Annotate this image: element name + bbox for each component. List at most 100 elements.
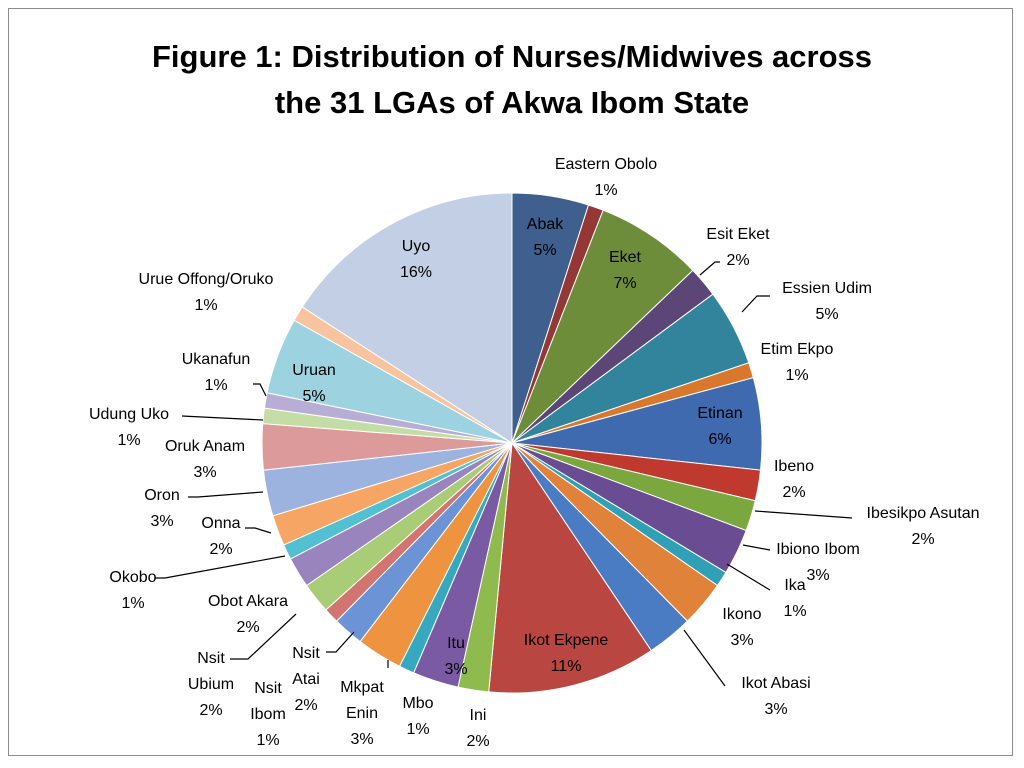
data-label-line: 1%: [406, 721, 429, 738]
data-label-line: Ibesikpo Asutan: [867, 505, 980, 522]
data-label-line: 1%: [194, 297, 217, 314]
data-label-line: Mbo: [402, 695, 433, 712]
data-labels: Abak 5% Eastern Obolo 1% Eket 7% Esit Eket 2% Es…: [89, 156, 980, 750]
leader-line-essien-udim: [741, 295, 770, 313]
data-label-line: Nsit: [254, 680, 282, 697]
data-label-line: 1%: [785, 367, 808, 384]
leader-line-ukanafun: [253, 383, 267, 397]
data-label-ibesikpo-asutan: Ibesikpo Asutan 2%: [867, 505, 980, 548]
pie-slices: [261, 192, 763, 694]
leader-line-nsit-atai: [326, 631, 355, 653]
data-label-mbo: Mbo 1%: [402, 695, 433, 738]
data-label-line: Uruan: [292, 362, 336, 379]
leader-line-okobo: [155, 555, 286, 579]
data-label-urue-offong-oruko: Urue Offong/Oruko 1%: [139, 271, 274, 314]
data-label-ikono: Ikono 3%: [722, 606, 761, 649]
data-label-udung-uko: Udung Uko 1%: [89, 406, 169, 449]
data-label-ika: Ika 1%: [783, 577, 806, 620]
data-label-line: 1%: [117, 432, 140, 449]
data-label-line: 2%: [911, 531, 934, 548]
data-label-line: 2%: [726, 252, 749, 269]
data-label-line: Ini: [470, 707, 487, 724]
data-label-oron: Oron 3%: [144, 487, 180, 530]
leader-line-udung-uko: [181, 415, 264, 421]
data-label-line: 3%: [806, 567, 829, 584]
data-label-line: Oruk Anam: [165, 438, 245, 455]
leader-line-ikot-abasi: [683, 629, 726, 687]
data-label-line: Ibiono Ibom: [776, 541, 860, 558]
data-label-line: 2%: [466, 733, 489, 750]
data-label-line: Enin: [346, 705, 378, 722]
data-label-ikot-abasi: Ikot Abasi 3%: [741, 675, 810, 718]
leader-lines: [155, 261, 853, 687]
data-label-oruk-anam: Oruk Anam 3%: [165, 438, 245, 481]
data-label-ini: Ini 2%: [466, 707, 489, 750]
data-label-line: 2%: [199, 702, 222, 719]
data-label-itu: Itu 3%: [444, 635, 467, 678]
data-label-line: 1%: [783, 603, 806, 620]
data-label-line: Ikono: [722, 606, 761, 623]
data-label-eket: Eket 7%: [609, 249, 642, 292]
data-label-line: Abak: [527, 216, 564, 233]
chart-title-line-2: the 31 LGAs of Akwa Ibom State: [274, 85, 750, 120]
data-label-line: Ibeno: [774, 458, 814, 475]
data-label-line: Esit Eket: [706, 226, 770, 243]
data-label-uruan: Uruan 5%: [292, 362, 336, 405]
data-label-uyo: Uyo 16%: [400, 238, 432, 281]
data-label-line: 3%: [193, 464, 216, 481]
pie-slice-uyo: [301, 192, 513, 444]
data-label-nsit-ubium: Nsit Ubium 2%: [188, 650, 234, 719]
data-label-line: Nsit: [197, 650, 225, 667]
leader-line-ibiono-ibom: [742, 544, 771, 551]
chart-title-line-1: Figure 1: Distribution of Nurses/Midwive…: [151, 39, 873, 74]
data-label-line: 5%: [815, 306, 838, 323]
data-label-line: 5%: [302, 388, 325, 405]
data-label-line: Etim Ekpo: [761, 341, 834, 358]
data-label-line: 2%: [209, 541, 232, 558]
data-label-line: Eastern Obolo: [555, 156, 657, 173]
data-label-line: Essien Udim: [782, 280, 872, 297]
data-label-line: 3%: [730, 632, 753, 649]
data-label-line: Obot Akara: [208, 593, 288, 610]
leader-line-ika: [726, 563, 771, 591]
pie-slice-ikot-ekpene: [488, 441, 652, 694]
data-label-line: Udung Uko: [89, 406, 169, 423]
data-label-line: Urue Offong/Oruko: [139, 271, 274, 288]
data-label-line: Ubium: [188, 676, 234, 693]
data-label-line: 3%: [444, 661, 467, 678]
data-label-line: Ika: [784, 577, 805, 594]
data-label-line: 2%: [294, 697, 317, 714]
data-label-line: 2%: [782, 484, 805, 501]
data-label-line: 1%: [121, 595, 144, 612]
data-label-line: Onna: [201, 515, 240, 532]
data-label-line: Atai: [292, 671, 320, 688]
data-label-onna: Onna 2%: [201, 515, 240, 558]
data-label-line: Ukanafun: [182, 351, 251, 368]
data-label-mkpat-enin: Mkpat Enin 3%: [340, 679, 384, 748]
data-label-line: Etinan: [697, 405, 742, 422]
data-label-ibiono-ibom: Ibiono Ibom 3%: [776, 541, 860, 584]
data-label-nsit-atai: Nsit Atai 2%: [292, 645, 320, 714]
data-label-line: 3%: [150, 513, 173, 530]
leader-line-esit-eket: [699, 261, 720, 276]
leader-line-onna: [245, 527, 272, 534]
data-label-ukanafun: Ukanafun 1%: [182, 351, 251, 394]
leader-line-oron: [188, 491, 264, 498]
data-label-line: 11%: [551, 658, 582, 675]
data-label-nsit-ibom: Nsit Ibom 1%: [250, 680, 286, 749]
data-label-line: 2%: [236, 619, 259, 636]
data-label-line: Eket: [609, 249, 642, 266]
data-label-ikot-ekpene: Ikot Ekpene 11%: [524, 632, 609, 675]
pie-slice-eket: [511, 209, 694, 444]
data-label-line: Ikot Ekpene: [524, 632, 609, 649]
data-label-okobo: Okobo 1%: [109, 569, 156, 612]
data-label-line: 1%: [594, 182, 617, 199]
data-label-line: 1%: [256, 732, 279, 749]
leader-line-ibesikpo-asutan: [754, 510, 853, 519]
leader-line-nsit-ubium: [230, 613, 297, 660]
data-label-line: 16%: [400, 264, 432, 281]
data-label-line: 6%: [708, 431, 731, 448]
data-label-line: Nsit: [292, 645, 320, 662]
data-label-line: Ikot Abasi: [741, 675, 810, 692]
